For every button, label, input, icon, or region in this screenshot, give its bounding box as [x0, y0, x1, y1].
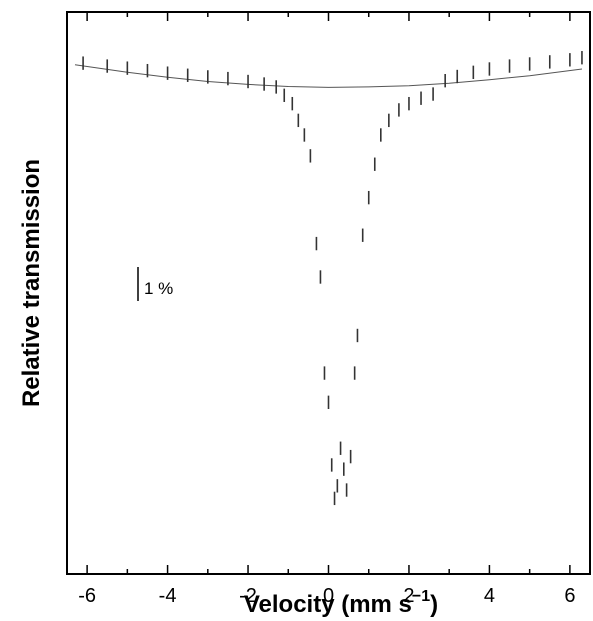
axis-ticks	[86, 12, 571, 574]
x-tick-label: -6	[78, 585, 96, 607]
y-axis-title: Relative transmission	[18, 159, 45, 407]
baseline-fit-line	[74, 64, 583, 88]
x-tick-label: 6	[564, 585, 575, 607]
x-tick-label: 4	[484, 585, 495, 607]
data-points	[82, 51, 583, 506]
x-tick-label: -2	[239, 585, 257, 607]
x-tick-label: 0	[323, 585, 334, 607]
fit-curve	[74, 64, 583, 88]
scale-bar-label: 1 %	[144, 279, 173, 298]
x-axis-title: Velocity (mm s−1)	[244, 588, 438, 618]
x-tick-label: -4	[159, 585, 177, 607]
x-tick-label: 2	[403, 585, 414, 607]
x-tick-labels: -6 -4 -2 0 2 4 6	[78, 585, 575, 607]
